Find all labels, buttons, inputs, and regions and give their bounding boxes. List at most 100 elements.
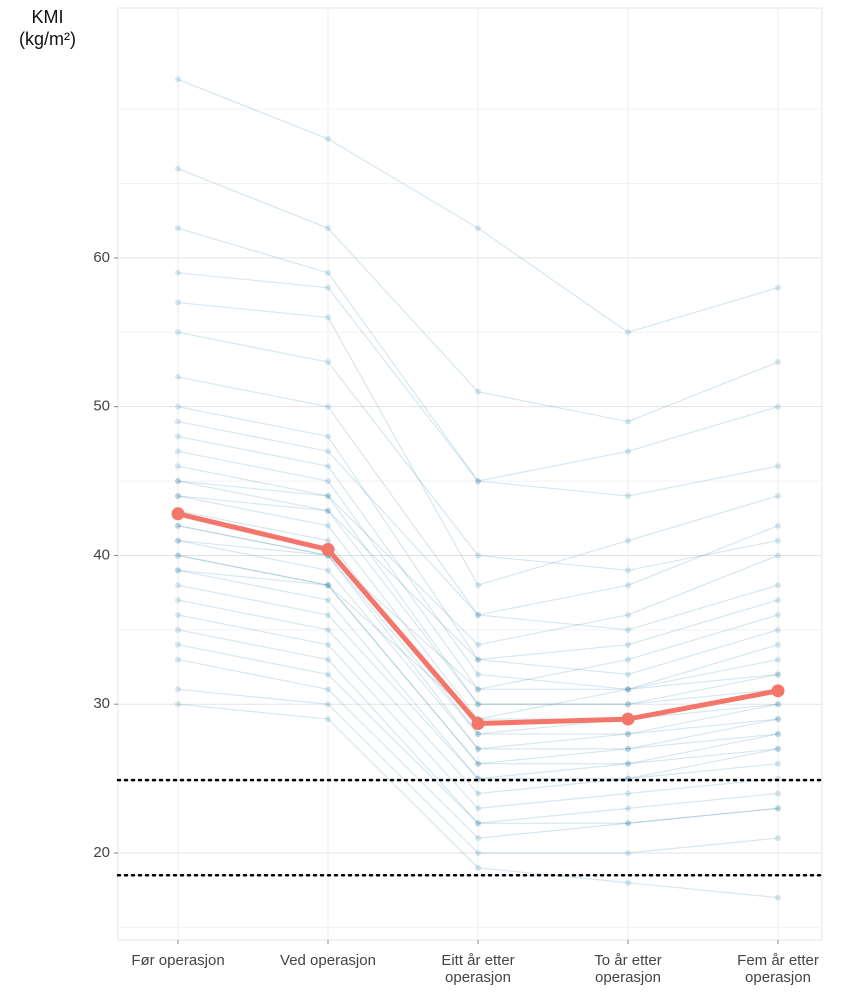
- individual-line-point: [625, 448, 631, 455]
- individual-line: [177, 554, 779, 765]
- individual-line-point: [475, 745, 481, 752]
- individual-line-point: [475, 611, 481, 618]
- individual-line-point: [775, 582, 781, 589]
- individual-line-point: [475, 849, 481, 856]
- individual-line-point: [625, 701, 631, 708]
- individual-line-point: [475, 478, 481, 485]
- individual-line-point: [775, 716, 781, 723]
- individual-line-point: [175, 701, 181, 708]
- individual-line-point: [625, 686, 631, 693]
- individual-line-point: [475, 820, 481, 827]
- individual-line-point: [625, 626, 631, 633]
- individual-line-point: [625, 686, 631, 693]
- individual-line-point: [775, 284, 781, 291]
- individual-line-point: [775, 701, 781, 708]
- individual-line-point: [775, 671, 781, 678]
- individual-line-point: [625, 730, 631, 737]
- x-tick-label: Eitt år etter operasjon: [441, 952, 515, 986]
- individual-line-point: [475, 760, 481, 767]
- y-tick-label: 60: [93, 249, 110, 266]
- individual-line: [177, 688, 779, 854]
- individual-line-point: [325, 359, 331, 366]
- individual-line-point: [475, 225, 481, 232]
- individual-line-point: [775, 894, 781, 901]
- individual-line-point: [625, 760, 631, 767]
- individual-line-point: [775, 403, 781, 410]
- individual-line-point: [175, 522, 181, 529]
- individual-line-point: [475, 805, 481, 812]
- individual-line-point: [325, 567, 331, 574]
- individual-line-point: [775, 656, 781, 663]
- individual-line: [177, 539, 779, 750]
- individual-line-point: [775, 671, 781, 678]
- y-tick-label: 20: [93, 844, 110, 861]
- individual-line-point: [775, 805, 781, 812]
- individual-line-point: [625, 879, 631, 886]
- individual-line-point: [475, 730, 481, 737]
- individual-line-point: [175, 552, 181, 559]
- individual-line-point: [625, 701, 631, 708]
- individual-line-point: [625, 745, 631, 752]
- individual-line-point: [325, 448, 331, 455]
- individual-line-point: [325, 671, 331, 678]
- individual-line-point: [625, 582, 631, 589]
- individual-line-point: [475, 701, 481, 708]
- individual-line: [177, 539, 779, 690]
- individual-line-point: [625, 537, 631, 544]
- individual-line-point: [175, 492, 181, 499]
- individual-line-point: [325, 582, 331, 589]
- individual-line-point: [775, 730, 781, 737]
- mean-line-point: [471, 717, 485, 731]
- y-axis-title: KMI (kg/m²): [19, 7, 76, 49]
- individual-line-point: [175, 582, 181, 589]
- individual-line-point: [775, 730, 781, 737]
- individual-line: [177, 227, 779, 482]
- individual-line-point: [175, 537, 181, 544]
- mean-line-point: [321, 542, 335, 556]
- individual-line-point: [325, 507, 331, 514]
- individual-line-point: [175, 418, 181, 425]
- individual-line-point: [775, 760, 781, 767]
- individual-line-point: [175, 537, 181, 544]
- individual-line-point: [625, 611, 631, 618]
- individual-line-point: [625, 849, 631, 856]
- individual-line-point: [775, 492, 781, 499]
- individual-line: [177, 495, 779, 661]
- individual-line-point: [475, 745, 481, 752]
- individual-line-point: [775, 537, 781, 544]
- individual-line-point: [325, 314, 331, 321]
- individual-line-point: [175, 433, 181, 440]
- individual-line-point: [175, 611, 181, 618]
- individual-line-point: [175, 552, 181, 559]
- plot-border: [117, 7, 823, 941]
- individual-line-point: [775, 611, 781, 618]
- individual-line-point: [175, 299, 181, 306]
- individual-line-point: [325, 403, 331, 410]
- individual-line-point: [775, 835, 781, 842]
- individual-line-point: [175, 463, 181, 470]
- individual-line: [177, 525, 779, 735]
- individual-line-point: [325, 135, 331, 142]
- individual-line-point: [625, 656, 631, 663]
- individual-line-point: [475, 611, 481, 618]
- individual-line: [177, 465, 779, 705]
- individual-line-point: [175, 492, 181, 499]
- individual-line: [177, 480, 779, 705]
- individual-line-point: [475, 686, 481, 693]
- individual-line-point: [625, 641, 631, 648]
- individual-line-point: [325, 582, 331, 589]
- individual-line-point: [325, 537, 331, 544]
- individual-line-point: [775, 641, 781, 648]
- individual-line-point: [325, 611, 331, 618]
- individual-line-point: [625, 492, 631, 499]
- individual-line: [177, 644, 779, 824]
- individual-line-point: [325, 701, 331, 708]
- individual-line-point: [625, 730, 631, 737]
- individual-line: [177, 376, 779, 631]
- individual-line-point: [175, 626, 181, 633]
- individual-line-point: [625, 760, 631, 767]
- individual-line-point: [175, 269, 181, 276]
- individual-line-point: [775, 597, 781, 604]
- individual-line-point: [175, 686, 181, 693]
- individual-line-point: [175, 165, 181, 172]
